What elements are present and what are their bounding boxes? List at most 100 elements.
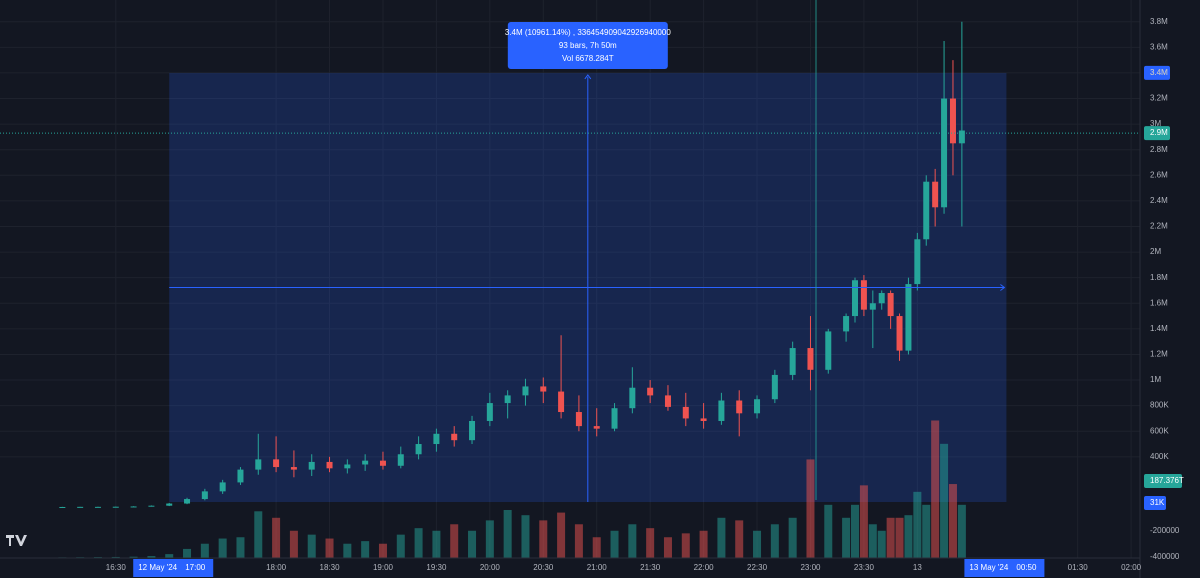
x-tick-label: 18:30 <box>320 563 341 572</box>
candle-body <box>914 239 921 285</box>
candle-body <box>308 461 315 470</box>
volume-bar <box>592 537 601 558</box>
candle-body <box>362 460 369 465</box>
volume-bar <box>663 537 672 558</box>
logo <box>6 535 27 546</box>
volume-bar <box>877 530 886 558</box>
candle-body <box>896 316 903 351</box>
candle-body <box>869 303 876 310</box>
candle-body <box>397 454 404 466</box>
candle-body <box>932 181 939 208</box>
candle-body <box>700 418 707 421</box>
selection-top-tag <box>1144 65 1170 80</box>
volume-layer <box>58 420 966 558</box>
volume-bar <box>503 510 512 558</box>
candle-body <box>958 130 965 144</box>
candle-body <box>94 506 101 508</box>
y-tick-label: 3.8M <box>1150 17 1168 26</box>
y-tick-label: 2.2M <box>1150 222 1168 231</box>
selection-top-label: 3.4M <box>1150 68 1168 77</box>
candle-body <box>433 433 440 445</box>
y-tick-label: 2.4M <box>1150 196 1168 205</box>
x-tick-label: 16:30 <box>106 563 127 572</box>
time-range-date: 12 May '24 <box>138 563 177 572</box>
candle-body <box>647 387 654 396</box>
x-tick-label: 21:00 <box>587 563 608 572</box>
volume-tag <box>1144 496 1166 510</box>
volume-bar <box>717 517 726 558</box>
volume-bar <box>218 538 227 558</box>
volume-bar <box>851 504 859 558</box>
volume-bar <box>307 534 316 558</box>
measure-tooltip <box>507 22 668 69</box>
candle-body <box>629 387 636 409</box>
volume-bar <box>378 543 387 558</box>
x-tick-label: 23:30 <box>854 563 875 572</box>
volume-bar <box>699 530 708 558</box>
volume-bar <box>396 534 405 558</box>
time-range-time: 00:50 <box>1016 563 1037 572</box>
volume-bar <box>895 517 904 558</box>
volume-bar <box>859 485 868 558</box>
candle-body <box>219 482 226 492</box>
tooltip-text: 93 bars, 7h 50m <box>559 41 617 50</box>
time-range-time: 17:00 <box>185 563 206 572</box>
y-tick-label: 3.6M <box>1150 42 1168 51</box>
x-tick-label: 21:30 <box>640 563 661 572</box>
y-tick-label: 3.2M <box>1150 94 1168 103</box>
y-tick-label: 1.4M <box>1150 324 1168 333</box>
last-price-tag <box>1144 126 1170 141</box>
candle-body <box>949 98 956 144</box>
x-tick-label: 18:00 <box>266 563 287 572</box>
measure-arrow-up <box>584 74 592 80</box>
y-tick-label: 800K <box>1150 401 1169 410</box>
candle-body <box>486 403 493 421</box>
candle-body <box>887 293 894 317</box>
candle-body <box>148 505 155 507</box>
volume-bar <box>806 459 815 558</box>
volume-tick-label: -400000 <box>1150 552 1180 561</box>
tooltip-text: Vol 6678.284T <box>562 54 614 63</box>
candle-body <box>905 284 912 351</box>
volume-bar <box>254 511 263 558</box>
volume-tick-label: -200000 <box>1150 526 1180 535</box>
volume-bar <box>735 520 744 558</box>
time-range-tag <box>964 559 1045 577</box>
candle-body <box>789 348 796 375</box>
x-tick-label: 22:30 <box>747 563 768 572</box>
y-tick-label: 2M <box>1150 247 1161 256</box>
volume-tag <box>1144 474 1182 488</box>
volume-bar <box>200 543 209 558</box>
logo-mark <box>6 535 27 546</box>
x-tick-label: 23:00 <box>800 563 821 572</box>
x-tick-label: 01:30 <box>1068 563 1089 572</box>
x-tick-label: 02:00 <box>1121 563 1142 572</box>
volume-label: 31K <box>1150 498 1165 507</box>
candle-body <box>923 181 930 240</box>
volume-bar <box>325 538 334 558</box>
candle-body <box>344 464 351 469</box>
y-tick-label: 400K <box>1150 452 1169 461</box>
volume-bar <box>432 530 441 558</box>
x-tick-label: 19:30 <box>426 563 447 572</box>
candle-body <box>664 395 671 407</box>
y-tick-label: 3.4M <box>1150 68 1168 77</box>
y-tick-label: 600K <box>1150 426 1169 435</box>
volume-bar <box>788 517 797 558</box>
candle-body <box>522 386 529 396</box>
volume-bar <box>770 524 779 558</box>
y-tick-label: 1.2M <box>1150 350 1168 359</box>
time-range-date: 13 May '24 <box>969 563 1008 572</box>
volume-bar <box>868 524 877 558</box>
candle-body <box>469 420 476 441</box>
volume-bar <box>646 528 655 558</box>
candle-body <box>540 386 547 392</box>
y-tick-label: 2.8M <box>1150 145 1168 154</box>
candle-body <box>326 461 333 469</box>
volume-bar <box>539 520 548 558</box>
volume-bar <box>521 515 530 558</box>
volume-bar <box>165 554 174 558</box>
candle-body <box>237 469 244 483</box>
